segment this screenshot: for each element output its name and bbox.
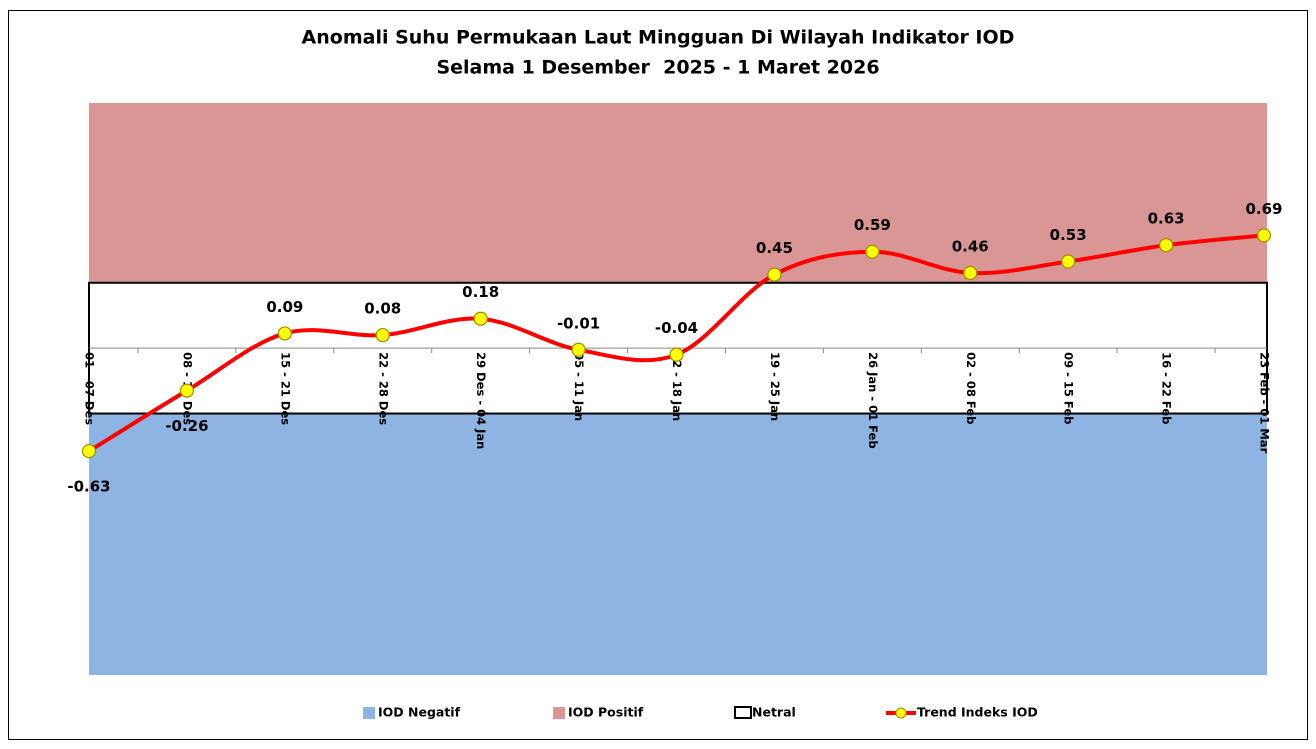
value-label: 0.09: [266, 298, 303, 316]
legend-label: IOD Negatif: [378, 705, 461, 720]
value-label: 0.18: [462, 283, 499, 301]
marker: [473, 311, 488, 326]
legend-swatch: [734, 706, 752, 719]
marker: [571, 342, 586, 357]
legend-label: Trend Indeks IOD: [917, 705, 1038, 720]
marker: [963, 265, 978, 281]
marker: [767, 267, 782, 282]
value-label: -0.26: [165, 417, 208, 435]
value-label: 0.59: [854, 216, 891, 234]
x-tick-label: 29 Des - 04 Jan: [474, 352, 488, 449]
x-tick-label: 12 - 18 Jan: [670, 352, 684, 421]
value-label: 0.63: [1148, 210, 1185, 228]
marker: [277, 326, 292, 341]
marker: [1158, 238, 1174, 253]
marker: [1061, 254, 1076, 269]
band: [89, 413, 1267, 675]
value-label: 0.08: [364, 300, 401, 318]
x-tick-label: 09 - 15 Feb: [1062, 352, 1076, 424]
legend-marker: [895, 707, 907, 719]
x-tick-label: 16 - 22 Feb: [1160, 352, 1174, 424]
marker: [669, 347, 684, 362]
value-label: -0.04: [655, 319, 698, 337]
marker: [865, 244, 880, 259]
value-label: -0.63: [67, 478, 110, 496]
x-tick-label: 15 - 21 Des: [278, 352, 292, 425]
x-tick-label: 05 - 11 Jan: [572, 352, 586, 421]
marker: [81, 444, 97, 459]
value-label: -0.01: [557, 314, 600, 332]
marker: [375, 327, 390, 343]
x-tick-label: 26 Jan - 01 Feb: [866, 352, 880, 448]
value-label: 0.53: [1050, 226, 1087, 244]
band: [89, 103, 1267, 283]
chart-title: Anomali Suhu Permukaan Laut Mingguan Di …: [302, 27, 1015, 49]
x-tick-label: 02 - 08 Feb: [964, 352, 978, 424]
value-label: 0.45: [756, 239, 793, 257]
marker: [179, 383, 195, 398]
x-tick-label: 01 - 07 Des: [83, 352, 97, 425]
marker: [1256, 228, 1272, 243]
legend-label: IOD Positif: [568, 705, 644, 720]
value-label: 0.69: [1245, 200, 1282, 218]
x-tick-label: 23 Feb - 01 Mar: [1258, 352, 1272, 453]
legend-label: Netral: [752, 705, 796, 720]
legend-swatch: [363, 707, 375, 719]
x-tick-label: 19 - 25 Jan: [768, 352, 782, 421]
x-tick-label: 22 - 28 Des: [376, 352, 390, 425]
value-label: 0.46: [952, 237, 989, 255]
chart-subtitle: Selama 1 Desember 2025 - 1 Maret 2026: [436, 57, 879, 79]
legend-swatch: [553, 707, 565, 719]
